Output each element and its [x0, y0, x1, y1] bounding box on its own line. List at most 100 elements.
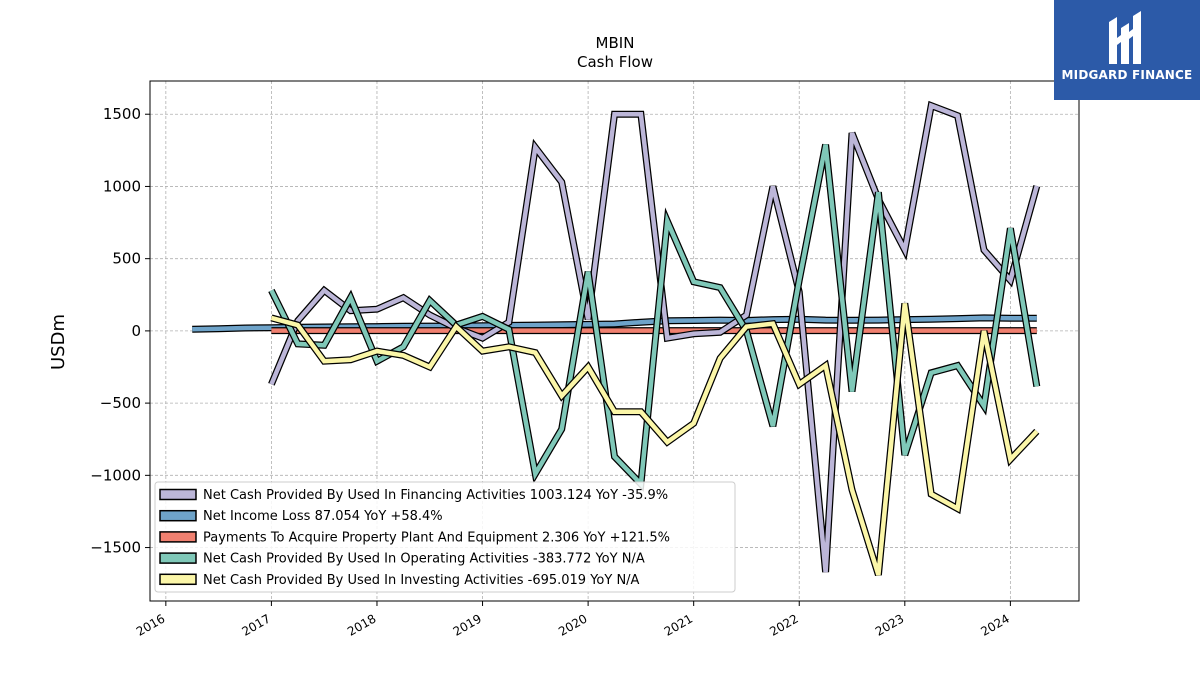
data-point — [772, 426, 773, 427]
data-point — [852, 330, 853, 331]
y-tick-label: −1500 — [90, 539, 141, 557]
legend-swatch — [159, 552, 197, 564]
data-point — [825, 330, 826, 331]
data-point — [852, 133, 853, 134]
data-point — [931, 330, 932, 331]
y-tick-label: 500 — [112, 250, 141, 268]
y-tick-label: 1500 — [103, 105, 141, 123]
x-tick-label: 2021 — [662, 611, 695, 638]
y-axis-label: USDm — [48, 314, 69, 370]
y-tick-label: −1000 — [90, 466, 141, 484]
data-point — [931, 319, 932, 320]
legend-label: Payments To Acquire Property Plant And E… — [203, 530, 670, 545]
data-point — [746, 315, 747, 316]
data-point — [799, 280, 800, 281]
x-tick-label: 2022 — [767, 611, 800, 638]
data-point — [693, 333, 694, 334]
data-point — [376, 309, 377, 310]
data-point — [931, 105, 932, 106]
plot-frame — [149, 80, 1080, 602]
data-point — [297, 325, 298, 326]
data-point — [799, 384, 800, 385]
data-point — [271, 384, 272, 385]
data-point — [350, 310, 351, 311]
data-point — [482, 330, 483, 331]
midgard-finance-logo: MIDGARD FINANCE — [1054, 0, 1200, 100]
data-point — [693, 281, 694, 282]
data-point — [720, 320, 721, 321]
data-point — [746, 320, 747, 321]
data-point — [1010, 318, 1011, 319]
data-point — [429, 326, 430, 327]
data-point — [1036, 330, 1037, 331]
legend-swatch — [159, 531, 197, 543]
data-point — [535, 325, 536, 326]
data-point — [957, 330, 958, 331]
series-line — [268, 143, 1041, 492]
data-point — [1036, 431, 1037, 432]
legend-box — [154, 481, 736, 593]
data-point — [614, 114, 615, 115]
data-point — [350, 359, 351, 360]
data-point — [403, 330, 404, 331]
data-point — [904, 250, 905, 251]
x-tick-label: 2023 — [873, 611, 906, 638]
data-point — [561, 429, 562, 430]
data-point — [878, 192, 879, 193]
data-point — [376, 330, 377, 331]
y-tick-label: 1000 — [103, 177, 141, 195]
data-point — [588, 271, 589, 272]
data-point — [429, 330, 430, 331]
data-point — [957, 318, 958, 319]
data-point — [324, 290, 325, 291]
data-point — [1010, 330, 1011, 331]
data-point — [614, 323, 615, 324]
legend-label: Net Income Loss 87.054 YoY +58.4% — [203, 509, 443, 524]
data-point — [403, 346, 404, 347]
data-point — [403, 326, 404, 327]
midgard-logo-icon — [1109, 11, 1141, 64]
x-tick-label: 2016 — [134, 611, 167, 638]
series-line-fill — [270, 303, 1039, 576]
data-point — [588, 324, 589, 325]
data-point — [931, 494, 932, 495]
legend-swatch — [159, 488, 197, 501]
data-point — [245, 328, 246, 329]
data-point — [693, 423, 694, 424]
data-point — [482, 325, 483, 326]
data-point — [429, 315, 430, 316]
data-point — [640, 330, 641, 331]
data-point — [297, 320, 298, 321]
data-point — [535, 330, 536, 331]
data-point — [825, 144, 826, 145]
series-line-fill — [269, 144, 1040, 490]
data-point — [614, 411, 615, 412]
data-point — [614, 330, 615, 331]
data-point — [983, 317, 984, 318]
data-point — [561, 324, 562, 325]
data-point — [720, 332, 721, 333]
series-line — [268, 100, 1041, 573]
data-point — [482, 338, 483, 339]
data-point — [1010, 228, 1011, 229]
data-point — [640, 411, 641, 412]
legend-swatch — [159, 509, 197, 522]
data-point — [852, 489, 853, 490]
data-point — [878, 575, 879, 576]
data-point — [1036, 186, 1037, 187]
data-point — [218, 328, 219, 329]
legend-label: Net Cash Provided By Used In Operating A… — [203, 552, 645, 567]
data-point — [693, 320, 694, 321]
legend-entry: Net Income Loss 87.054 YoY +58.4% — [159, 509, 443, 524]
legend-swatch — [159, 573, 197, 586]
data-point — [271, 330, 272, 331]
legend-label: Net Cash Provided By Used In Financing A… — [203, 488, 668, 503]
data-point — [429, 367, 430, 368]
data-point — [535, 352, 536, 353]
x-tick-label: 2019 — [451, 611, 484, 638]
data-point — [192, 329, 193, 330]
data-point — [983, 406, 984, 407]
data-point — [957, 365, 958, 366]
data-point — [429, 300, 430, 301]
legend: Net Cash Provided By Used In Financing A… — [154, 481, 736, 593]
